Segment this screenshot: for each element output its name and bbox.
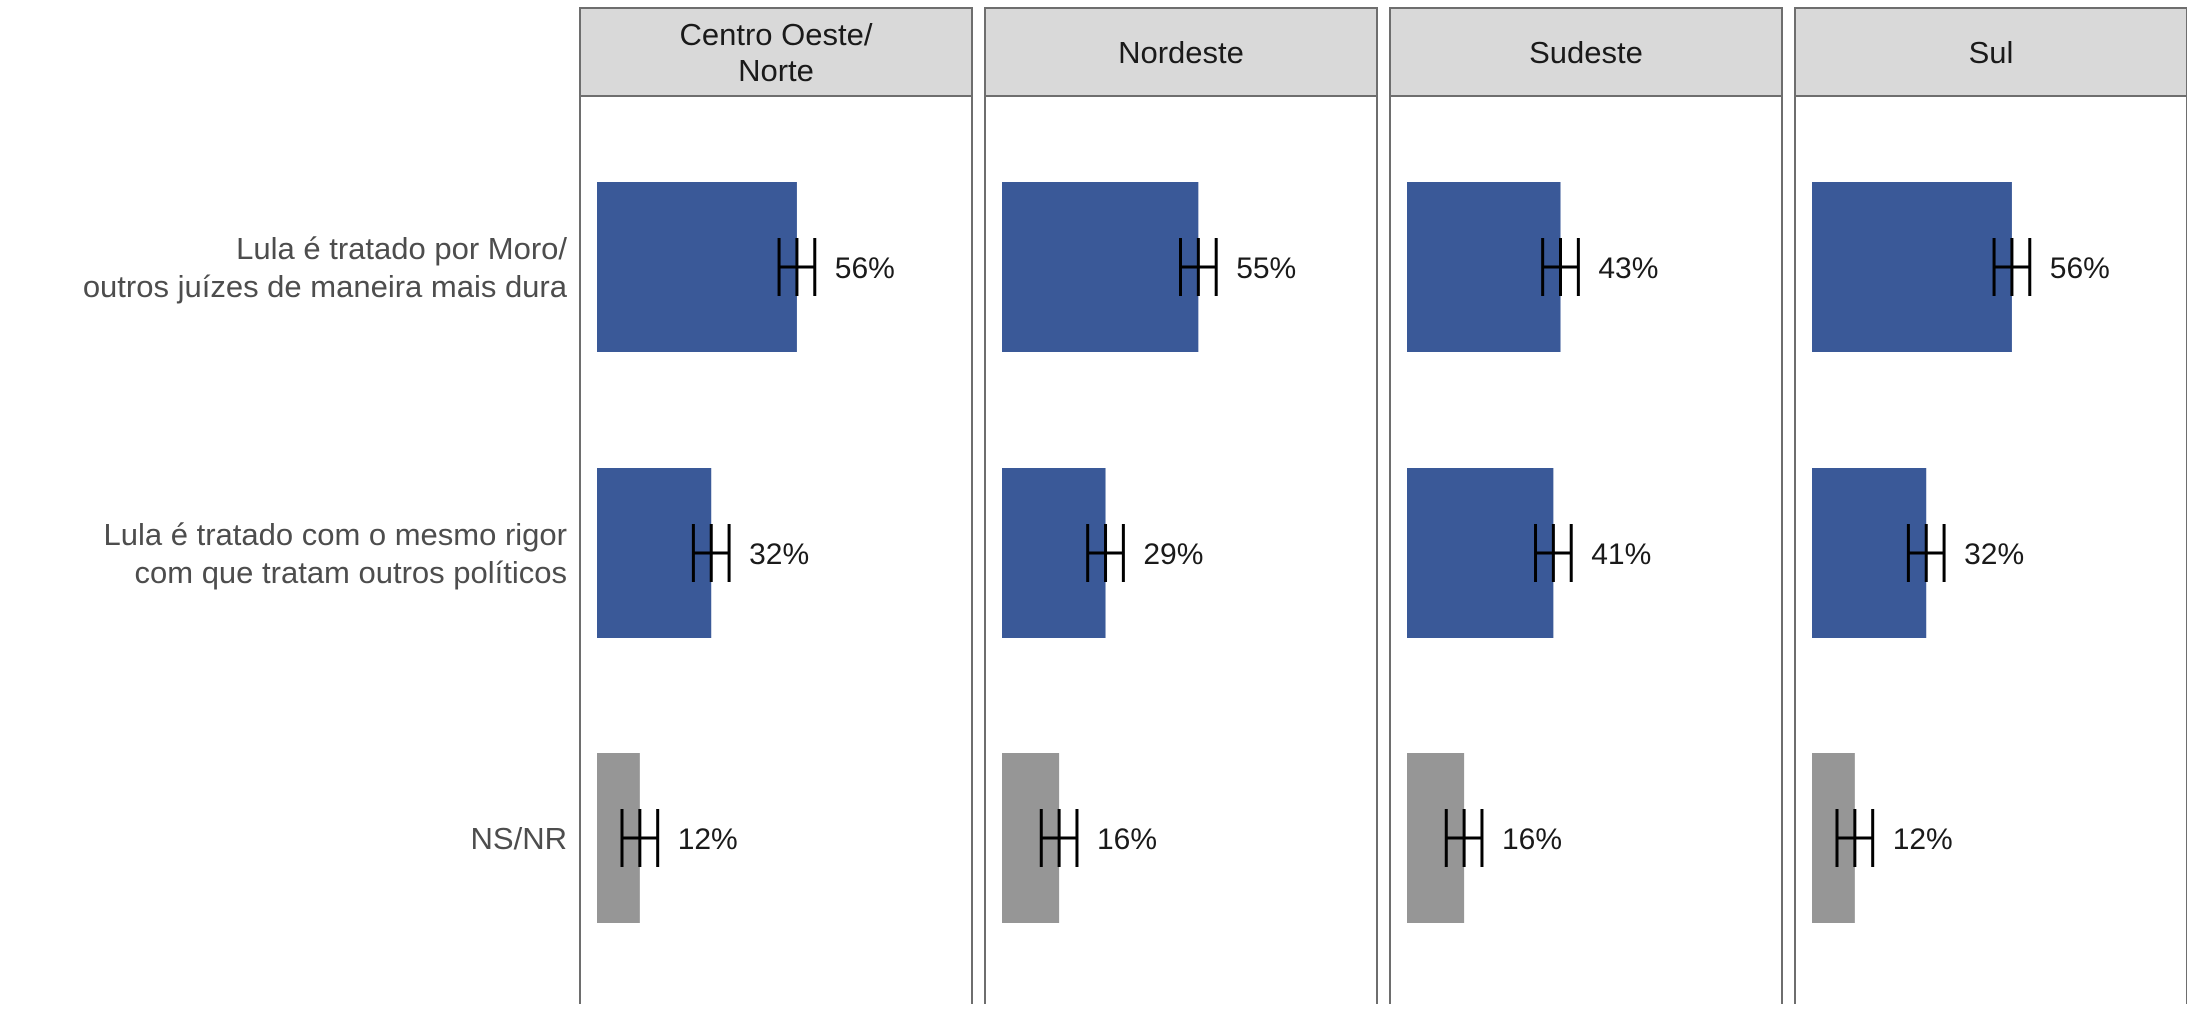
panel-title: Sul bbox=[1969, 35, 2014, 70]
category-label-line: outros juízes de maneira mais dura bbox=[83, 269, 568, 304]
panel-title-line: Norte bbox=[738, 53, 814, 88]
data-label: 55% bbox=[1236, 252, 1296, 285]
category-label: Lula é tratado por Moro/outros juízes de… bbox=[83, 231, 568, 304]
data-label: 16% bbox=[1502, 823, 1562, 856]
bar bbox=[1407, 182, 1561, 352]
panel-strip bbox=[984, 7, 1378, 97]
category-label: NS/NR bbox=[471, 821, 567, 856]
bar bbox=[1407, 468, 1554, 638]
category-label-line: Lula é tratado com o mesmo rigor bbox=[104, 517, 568, 552]
panel-title-line: Centro Oeste/ bbox=[680, 17, 873, 52]
category-label: Lula é tratado com o mesmo rigor com que … bbox=[104, 517, 568, 590]
panel-title-line: Sul bbox=[1969, 35, 2014, 70]
panel-title-line: Sudeste bbox=[1529, 35, 1643, 70]
panel-title: Centro Oeste/Norte bbox=[680, 17, 873, 88]
panel-title: Nordeste bbox=[1118, 35, 1244, 70]
category-label-line: NS/NR bbox=[471, 821, 567, 856]
panel-strip bbox=[1389, 7, 1783, 97]
data-label: 16% bbox=[1097, 823, 1157, 856]
data-label: 12% bbox=[678, 823, 738, 856]
data-label: 12% bbox=[1893, 823, 1953, 856]
data-label: 32% bbox=[1964, 538, 2024, 571]
category-label-line: Lula é tratado por Moro/ bbox=[236, 231, 567, 266]
bar bbox=[1002, 182, 1199, 352]
category-label-line: com que tratam outros políticos bbox=[135, 555, 567, 590]
data-label: 56% bbox=[835, 252, 895, 285]
data-label: 43% bbox=[1598, 252, 1658, 285]
data-label: 56% bbox=[2050, 252, 2110, 285]
panel-title-line: Nordeste bbox=[1118, 35, 1244, 70]
panel-strip bbox=[579, 7, 973, 97]
panel-title: Sudeste bbox=[1529, 35, 1643, 70]
data-label: 41% bbox=[1591, 538, 1651, 571]
panel-strip bbox=[1794, 7, 2187, 97]
bar bbox=[597, 182, 797, 352]
data-label: 29% bbox=[1143, 538, 1203, 571]
data-label: 32% bbox=[749, 538, 809, 571]
bar bbox=[1812, 182, 2012, 352]
